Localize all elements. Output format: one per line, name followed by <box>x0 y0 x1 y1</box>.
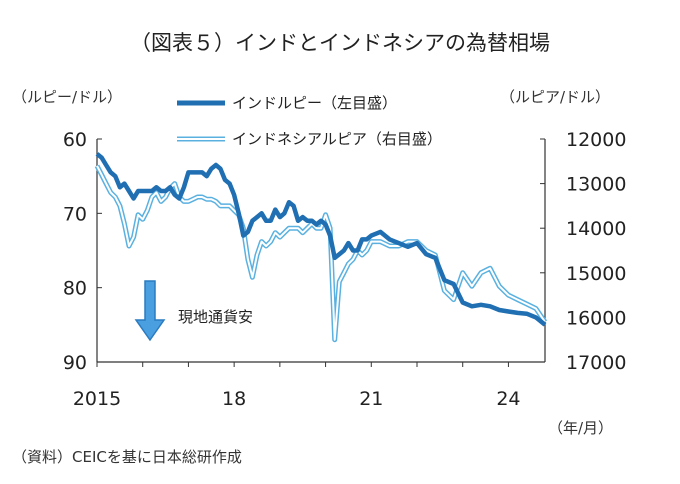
series-lines <box>94 152 548 343</box>
x-tick-label: 18 <box>222 388 246 410</box>
left-axis-unit: （ルピー/ドル） <box>12 88 122 106</box>
source-note: （資料）CEICを基に日本総研作成 <box>12 448 242 466</box>
right-tick-label: 13000 <box>566 174 626 196</box>
x-axis-unit: （年/月） <box>548 419 613 437</box>
right-tick-label: 17000 <box>566 352 626 374</box>
legend-label-inr: インドルピー（左目盛） <box>232 94 397 112</box>
x-tick-label: 2015 <box>73 388 121 410</box>
depreciation-label: 現地通貨安 <box>178 308 253 326</box>
left-tick-label: 80 <box>63 278 87 300</box>
chart-title: （図表５）インドとインドネシアの為替相場 <box>130 31 550 55</box>
x-tick-label: 21 <box>359 388 383 410</box>
left-tick-label: 90 <box>63 352 87 374</box>
x-tick-label: 24 <box>496 388 520 410</box>
legend-label-idr: インドネシアルピア（右目盛） <box>232 130 442 148</box>
right-axis-unit: （ルピア/ドル） <box>500 88 610 106</box>
right-tick-label: 15000 <box>566 263 626 285</box>
series-line-inr <box>95 152 547 327</box>
axes: 60 70 80 90 12000 13000 14000 15000 16000 17000 20… <box>63 129 627 410</box>
left-tick-label: 60 <box>63 129 87 151</box>
right-tick-label: 16000 <box>566 307 626 329</box>
right-tick-label: 12000 <box>566 129 626 151</box>
right-tick-label: 14000 <box>566 218 626 240</box>
depreciation-arrow <box>134 280 166 342</box>
legend: インドルピー（左目盛） インドネシアルピア（右目盛） <box>177 94 442 148</box>
left-tick-label: 70 <box>63 203 87 225</box>
